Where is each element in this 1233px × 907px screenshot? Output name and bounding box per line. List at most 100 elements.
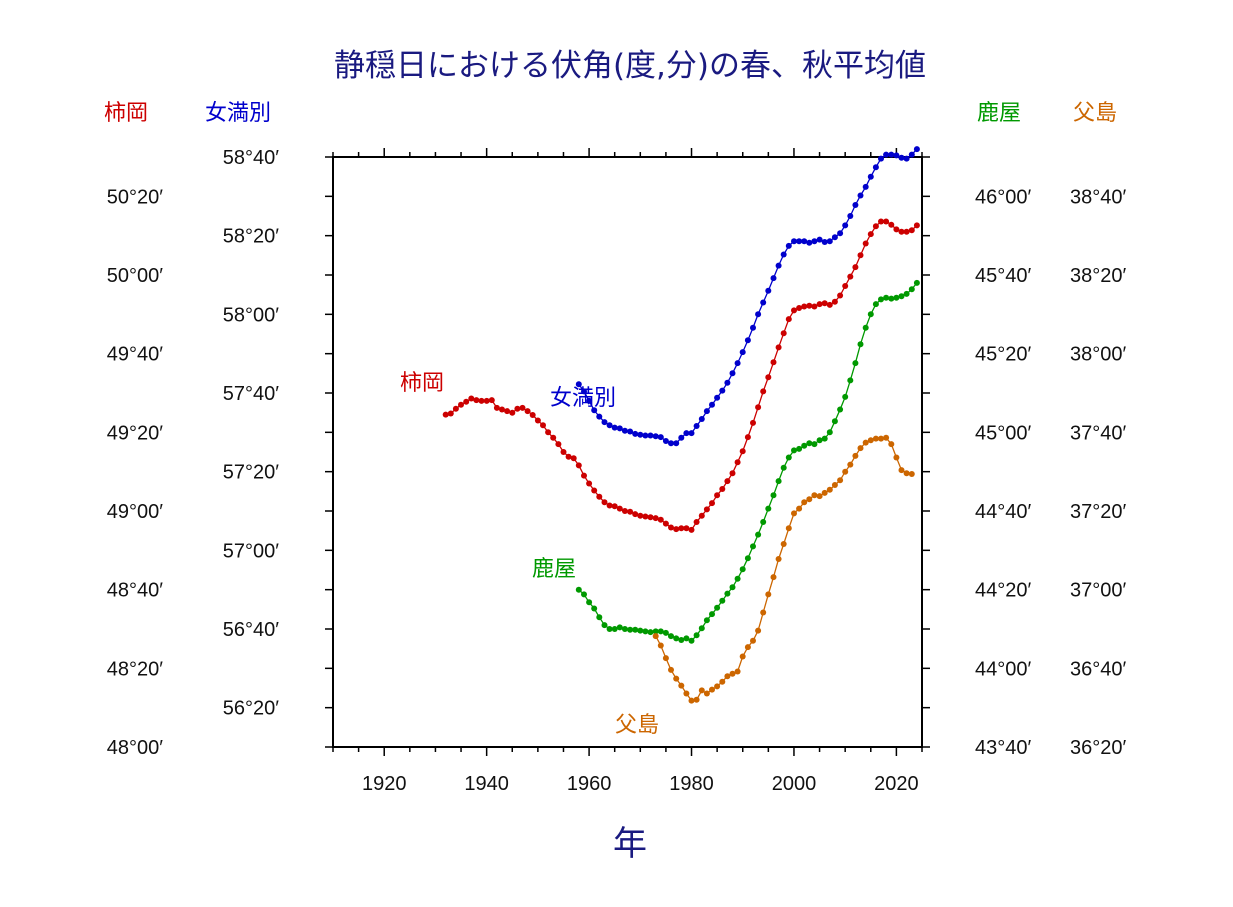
data-point	[637, 431, 644, 438]
data-point	[703, 690, 710, 697]
data-point	[632, 511, 639, 518]
data-point	[555, 441, 562, 448]
data-point	[842, 393, 849, 400]
data-point	[780, 541, 787, 547]
data-point	[662, 629, 669, 636]
data-point	[806, 239, 813, 246]
data-point	[755, 404, 762, 411]
data-point	[898, 154, 905, 161]
plot-frame	[332, 156, 923, 748]
data-point	[744, 644, 751, 651]
data-point	[627, 508, 634, 515]
data-point	[596, 493, 603, 500]
data-point	[862, 439, 869, 446]
data-point	[698, 625, 705, 632]
data-point	[862, 183, 869, 190]
data-point	[750, 543, 756, 550]
data-point	[760, 388, 767, 395]
data-point	[852, 202, 859, 208]
data-point	[606, 626, 613, 632]
data-point	[647, 514, 654, 521]
data-point	[765, 591, 772, 598]
data-point	[739, 448, 746, 455]
data-point	[709, 611, 715, 618]
data-point	[872, 223, 879, 230]
data-point	[837, 230, 844, 237]
y-tick-label: 37°40′	[1070, 422, 1126, 444]
data-point	[831, 234, 838, 241]
data-point	[673, 526, 680, 533]
data-point	[673, 675, 680, 682]
data-point	[760, 299, 767, 306]
data-point	[847, 461, 854, 468]
data-point	[867, 173, 874, 180]
data-point	[770, 275, 777, 282]
axis-header-chichijima: 父島	[1073, 101, 1117, 126]
data-point	[703, 617, 710, 624]
y-tick-label: 49°00′	[107, 501, 163, 523]
data-point	[831, 298, 838, 305]
data-point	[806, 302, 813, 309]
data-point	[821, 489, 828, 496]
data-point	[611, 503, 618, 510]
y-tick-label: 43°40′	[975, 737, 1031, 759]
data-point	[657, 628, 664, 635]
data-point	[908, 227, 915, 234]
data-point	[519, 404, 526, 411]
y-tick-label: 56°20′	[223, 698, 279, 720]
data-point	[703, 506, 710, 513]
data-point	[826, 429, 833, 436]
data-point	[504, 408, 511, 415]
series-line	[578, 148, 918, 444]
axis-header-memambetsu: 女満別	[205, 101, 271, 126]
axis-ticks	[325, 148, 930, 756]
data-point	[709, 500, 715, 507]
data-point	[581, 591, 587, 598]
data-point	[570, 455, 577, 462]
data-point	[821, 239, 828, 245]
series-label-memambetsu: 女満別	[550, 386, 616, 411]
x-tick-label: 1920	[362, 773, 407, 795]
y-tick-label: 57°20′	[223, 462, 279, 484]
data-point	[703, 408, 710, 415]
data-point	[872, 301, 879, 308]
data-point	[693, 696, 700, 703]
data-point	[668, 666, 674, 673]
data-point	[852, 264, 859, 271]
data-point	[683, 525, 690, 532]
data-point	[878, 218, 884, 225]
y-tick-label: 38°20′	[1070, 265, 1126, 287]
data-point	[611, 424, 618, 431]
data-point	[831, 418, 838, 425]
data-point	[478, 397, 485, 404]
data-point	[709, 401, 715, 408]
data-point	[842, 222, 849, 229]
data-point	[867, 437, 874, 444]
x-tick-label: 2000	[772, 773, 817, 795]
data-point	[714, 394, 721, 401]
data-point	[862, 324, 869, 331]
data-point	[801, 303, 808, 310]
data-point	[826, 238, 833, 245]
data-point	[913, 222, 920, 229]
data-point	[719, 678, 726, 685]
data-point	[581, 388, 587, 395]
data-point	[755, 627, 762, 634]
data-point	[719, 597, 726, 604]
data-point	[662, 655, 669, 662]
data-point	[796, 305, 803, 311]
data-point	[647, 629, 654, 636]
data-point	[652, 628, 659, 635]
data-point	[642, 628, 649, 635]
data-point	[616, 624, 623, 631]
data-point	[586, 397, 593, 404]
x-tick-label: 1940	[464, 773, 509, 795]
data-point	[688, 637, 695, 644]
y-tick-label: 58°20′	[223, 226, 279, 248]
data-point	[458, 401, 464, 408]
data-point	[729, 470, 736, 477]
data-point	[601, 499, 608, 506]
y-tick-label: 48°00′	[107, 737, 163, 759]
data-point	[883, 434, 890, 441]
data-point	[883, 151, 890, 158]
